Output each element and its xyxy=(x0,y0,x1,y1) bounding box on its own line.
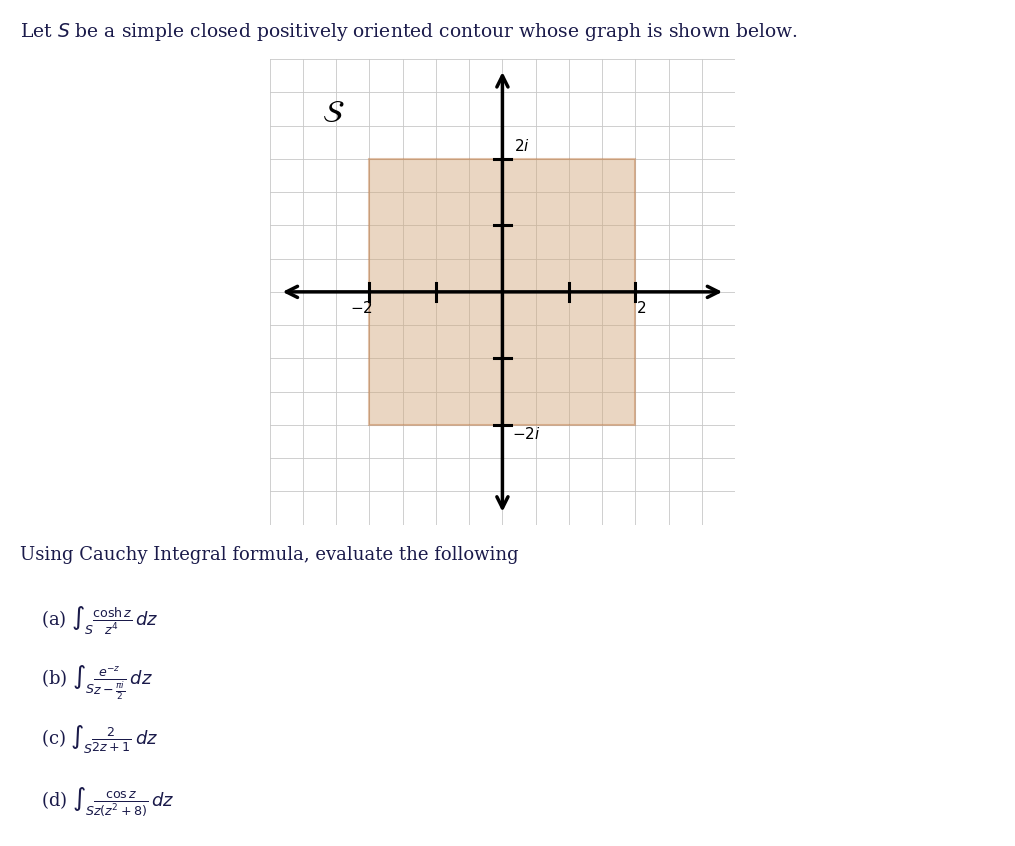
Bar xyxy=(369,159,635,425)
Text: (c) $\int_S \frac{2}{2z+1}\,dz$: (c) $\int_S \frac{2}{2z+1}\,dz$ xyxy=(41,723,158,755)
Text: Using Cauchy Integral formula, evaluate the following: Using Cauchy Integral formula, evaluate … xyxy=(20,546,519,563)
Text: $-2i$: $-2i$ xyxy=(512,426,540,442)
Text: Let $S$ be a simple closed positively oriented contour whose graph is shown belo: Let $S$ be a simple closed positively or… xyxy=(20,21,798,43)
Text: (d) $\int_S \frac{\cos z}{z(z^2+8)}\,dz$: (d) $\int_S \frac{\cos z}{z(z^2+8)}\,dz$ xyxy=(41,785,175,818)
Text: $-2$: $-2$ xyxy=(350,300,373,316)
Text: $2$: $2$ xyxy=(635,300,646,316)
Text: $\mathcal{S}$: $\mathcal{S}$ xyxy=(322,98,344,129)
Text: (b) $\int_S \frac{e^{-z}}{z-\frac{\pi i}{2}}\,dz$: (b) $\int_S \frac{e^{-z}}{z-\frac{\pi i}… xyxy=(41,664,152,702)
Text: (a) $\int_S \frac{\cosh z}{z^4}\,dz$: (a) $\int_S \frac{\cosh z}{z^4}\,dz$ xyxy=(41,605,158,637)
Text: $2i$: $2i$ xyxy=(515,138,530,154)
